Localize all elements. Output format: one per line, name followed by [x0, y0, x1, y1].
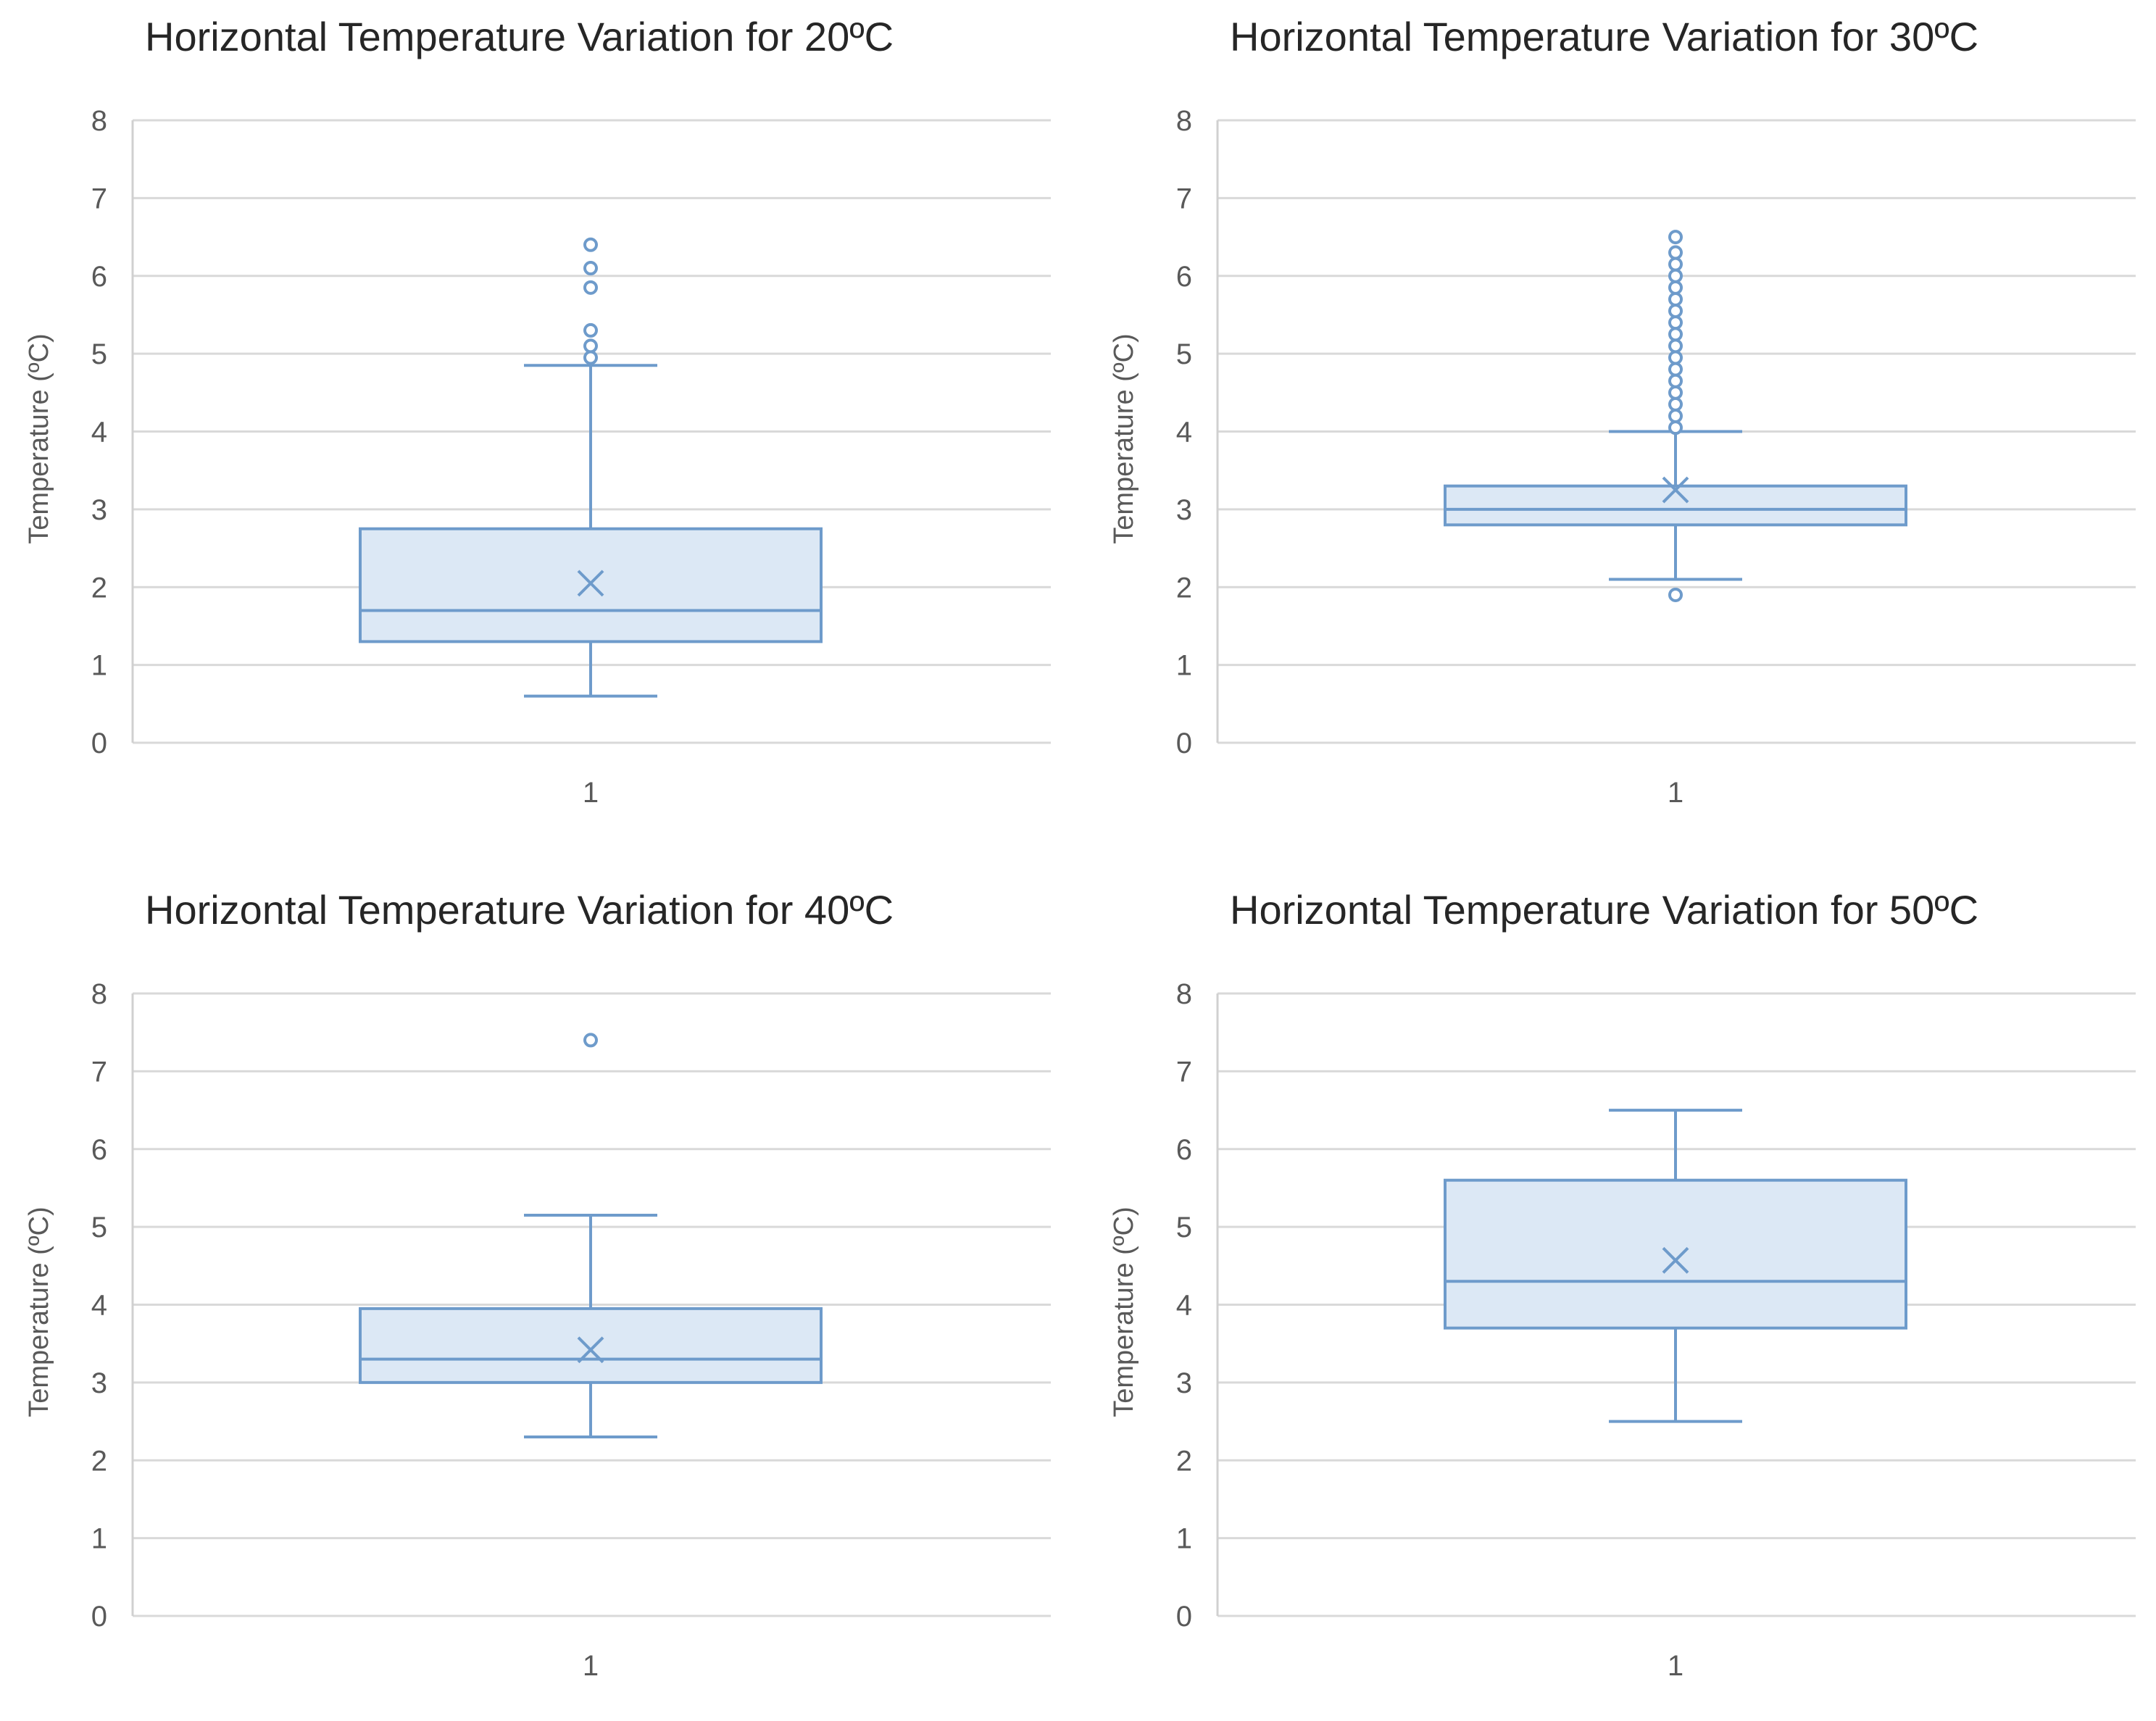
outlier-point	[1668, 373, 1683, 388]
y-tick-label: 5	[91, 1212, 107, 1243]
outlier-point	[1668, 315, 1683, 330]
outlier-point	[1668, 291, 1683, 307]
y-tick-label: 6	[1176, 261, 1192, 293]
chart-panel-2: Horizontal Temperature Variation for 30º…	[1085, 0, 2156, 848]
outlier-point	[583, 237, 598, 252]
y-tick-label: 8	[91, 105, 107, 137]
box-plot-1: Horizontal Temperature Variation for 20º…	[24, 14, 1051, 809]
chart-panel-3: Horizontal Temperature Variation for 40º…	[0, 873, 1078, 1721]
y-tick-label: 4	[1176, 1290, 1192, 1322]
outlier-point	[1668, 304, 1683, 319]
outlier-point	[1668, 338, 1683, 354]
x-tick-label: 1	[1668, 1650, 1683, 1682]
y-axis-label: Temperature (ºC)	[1109, 1207, 1139, 1417]
y-tick-label: 3	[1176, 494, 1192, 526]
outlier-point	[583, 350, 598, 365]
x-tick-label: 1	[583, 777, 599, 809]
mean-marker	[1662, 476, 1689, 504]
outlier-point	[1668, 385, 1683, 400]
y-tick-label: 7	[91, 1056, 107, 1088]
y-tick-label: 7	[1176, 1056, 1192, 1088]
chart-panel-1: Horizontal Temperature Variation for 20º…	[0, 0, 1078, 848]
outlier-point	[1668, 327, 1683, 342]
y-tick-label: 6	[1176, 1134, 1192, 1166]
y-tick-label: 8	[1176, 105, 1192, 137]
outlier-point	[583, 280, 598, 295]
y-tick-label: 5	[1176, 1212, 1192, 1243]
iqr-box	[1444, 484, 1907, 527]
chart-title: Horizontal Temperature Variation for 40º…	[145, 887, 894, 933]
y-tick-label: 4	[91, 1290, 107, 1322]
y-tick-label: 0	[91, 1601, 107, 1633]
outlier-point	[583, 1033, 598, 1048]
y-tick-label: 5	[1176, 338, 1192, 370]
y-tick-label: 1	[91, 650, 107, 682]
mean-marker	[577, 570, 604, 597]
mean-marker	[1662, 1246, 1689, 1274]
outlier-point	[583, 261, 598, 276]
x-tick-label: 1	[1668, 777, 1683, 809]
y-tick-label: 8	[1176, 978, 1192, 1010]
y-tick-label: 2	[1176, 1445, 1192, 1477]
y-tick-label: 0	[1176, 728, 1192, 759]
y-tick-label: 3	[91, 1367, 107, 1399]
outlier-point	[1668, 362, 1683, 377]
iqr-box	[1444, 1178, 1907, 1330]
x-tick-label: 1	[583, 1650, 599, 1682]
chart-title: Horizontal Temperature Variation for 50º…	[1230, 887, 1978, 933]
y-tick-label: 7	[91, 183, 107, 214]
y-tick-label: 5	[91, 338, 107, 370]
outlier-point	[1668, 245, 1683, 260]
y-axis-label: Temperature (ºC)	[24, 1207, 54, 1417]
chart-title: Horizontal Temperature Variation for 30º…	[1230, 14, 1978, 59]
y-axis-label: Temperature (ºC)	[24, 333, 54, 544]
outlier-point	[1668, 268, 1683, 283]
mean-marker	[577, 1336, 604, 1364]
outlier-point	[1668, 420, 1683, 436]
outlier-point	[583, 322, 598, 338]
y-tick-label: 1	[1176, 650, 1192, 682]
box-plot-3: Horizontal Temperature Variation for 40º…	[24, 887, 1051, 1682]
y-tick-label: 0	[1176, 1601, 1192, 1633]
outlier-point	[1668, 257, 1683, 272]
outlier-point	[583, 338, 598, 354]
y-tick-label: 6	[91, 1134, 107, 1166]
y-tick-label: 4	[91, 417, 107, 449]
outlier-point	[1668, 230, 1683, 245]
y-tick-label: 1	[1176, 1523, 1192, 1555]
outlier-point	[1668, 396, 1683, 412]
y-tick-label: 8	[91, 978, 107, 1010]
y-tick-label: 2	[91, 1445, 107, 1477]
y-tick-label: 4	[1176, 417, 1192, 449]
chart-panel-4: Horizontal Temperature Variation for 50º…	[1085, 873, 2156, 1721]
iqr-box	[359, 1307, 823, 1384]
outlier-point	[1668, 350, 1683, 365]
y-tick-label: 3	[91, 494, 107, 526]
y-tick-label: 6	[91, 261, 107, 293]
y-tick-label: 2	[91, 572, 107, 604]
outlier-point	[1668, 280, 1683, 295]
y-tick-label: 7	[1176, 183, 1192, 214]
outlier-point	[1668, 587, 1683, 602]
y-tick-label: 1	[91, 1523, 107, 1555]
y-axis-label: Temperature (ºC)	[1109, 333, 1139, 544]
y-tick-label: 2	[1176, 572, 1192, 604]
y-tick-label: 0	[91, 728, 107, 759]
y-tick-label: 3	[1176, 1367, 1192, 1399]
chart-title: Horizontal Temperature Variation for 20º…	[145, 14, 894, 59]
box-plot-4: Horizontal Temperature Variation for 50º…	[1109, 887, 2136, 1682]
box-plot-2: Horizontal Temperature Variation for 30º…	[1109, 14, 2136, 809]
outlier-point	[1668, 409, 1683, 424]
